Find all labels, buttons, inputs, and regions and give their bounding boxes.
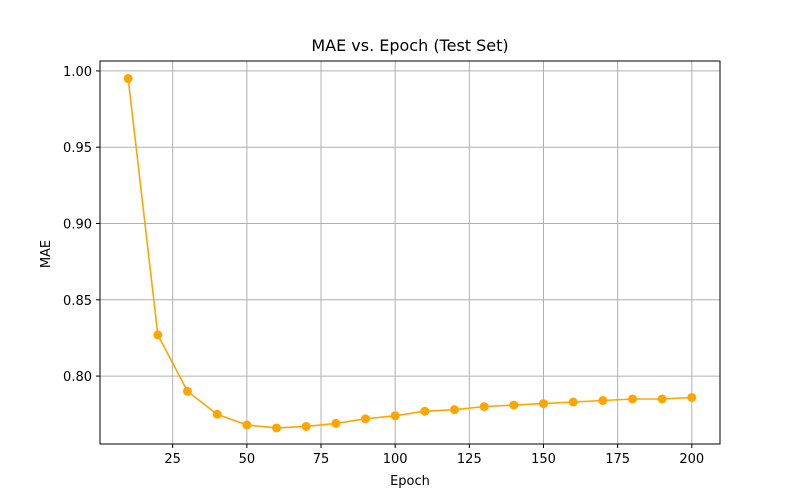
data-point-marker <box>183 386 193 396</box>
x-tick-label: 75 <box>313 452 330 467</box>
x-tick-label: 50 <box>239 452 256 467</box>
series-layer <box>123 74 697 433</box>
data-point-marker <box>538 399 548 409</box>
data-point-marker <box>420 406 430 416</box>
x-tick-label: 25 <box>164 452 181 467</box>
plot-frame <box>99 60 721 445</box>
y-tick-label: 0.90 <box>63 218 92 233</box>
data-point-marker <box>568 397 578 407</box>
data-point-marker <box>242 420 252 430</box>
data-point-marker <box>212 409 222 419</box>
data-point-marker <box>123 74 133 84</box>
chart-title: MAE vs. Epoch (Test Set) <box>311 36 508 55</box>
data-point-marker <box>657 394 667 404</box>
data-point-marker <box>687 392 697 402</box>
x-tick-label: 150 <box>531 452 556 467</box>
y-axis-label: MAE <box>39 240 54 268</box>
data-point-marker <box>153 330 163 340</box>
y-tick-label: 0.85 <box>63 294 92 309</box>
x-tick-label: 125 <box>457 452 482 467</box>
x-tick-label: 175 <box>605 452 630 467</box>
y-tick-label: 1.00 <box>63 65 92 80</box>
data-point-marker <box>598 396 608 406</box>
series-line <box>127 78 692 429</box>
x-axis-label: Epoch <box>390 474 430 489</box>
y-tick-label: 0.95 <box>63 141 92 156</box>
data-point-marker <box>272 423 282 433</box>
data-point-marker <box>331 418 341 428</box>
data-point-marker <box>627 394 637 404</box>
x-tick-label: 200 <box>679 452 704 467</box>
ticks-layer: 25 50 75 100 125 150 175 200 0.80 0.85 0.90 0.95 1.0… <box>63 65 704 467</box>
grid-layer <box>100 61 720 444</box>
data-point-marker <box>301 421 311 431</box>
data-point-marker <box>509 400 519 410</box>
data-point-marker <box>390 411 400 421</box>
x-tick-label: 100 <box>383 452 408 467</box>
data-point-marker <box>361 414 371 424</box>
data-point-marker <box>479 402 489 412</box>
y-tick-label: 0.80 <box>63 370 92 385</box>
data-point-marker <box>449 405 459 415</box>
